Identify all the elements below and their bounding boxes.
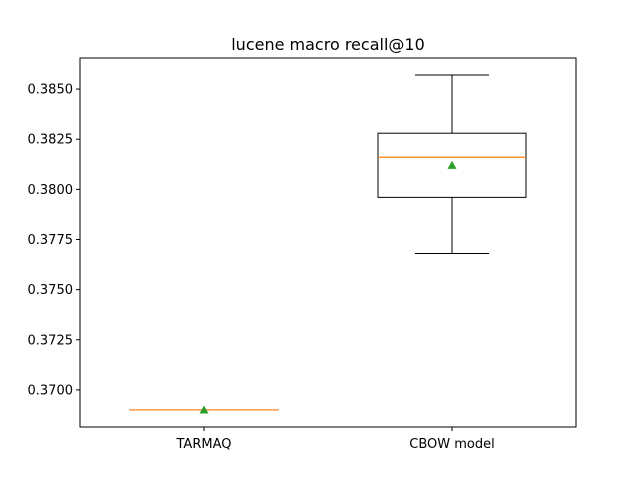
y-tick-label: 0.3750 xyxy=(28,283,74,298)
chart-title: lucene macro recall@10 xyxy=(231,35,425,54)
y-tick-label: 0.3775 xyxy=(28,233,74,248)
y-tick-label: 0.3850 xyxy=(28,83,74,98)
y-tick-label: 0.3700 xyxy=(28,383,74,398)
x-axis: TARMAQ CBOW model xyxy=(176,427,495,452)
iqr-box xyxy=(377,132,527,198)
y-tick-label: 0.3800 xyxy=(28,183,74,198)
box-group xyxy=(129,74,527,414)
y-tick-label: 0.3825 xyxy=(28,133,74,148)
box-cbow-model xyxy=(377,74,527,255)
x-tick-label: TARMAQ xyxy=(176,437,232,452)
box-tarmaq xyxy=(129,405,279,414)
plot-frame xyxy=(79,57,577,428)
mean-marker xyxy=(447,160,457,169)
mean-marker xyxy=(199,405,209,414)
x-tick-label: CBOW model xyxy=(409,437,494,452)
y-tick-label: 0.3725 xyxy=(28,333,74,348)
y-axis: 0.3700 0.3725 0.3750 0.3775 0.3800 0.3825 0.38… xyxy=(28,83,80,398)
